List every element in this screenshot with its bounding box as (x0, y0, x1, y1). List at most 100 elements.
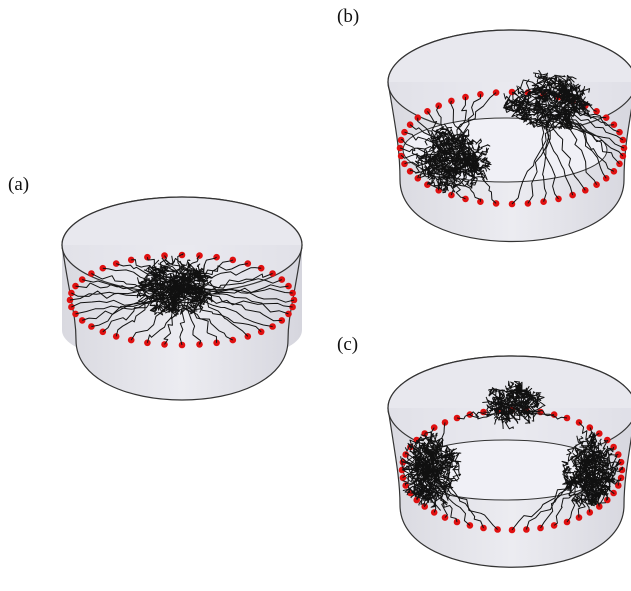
polymer-chain (434, 137, 457, 156)
polymer-chain (505, 78, 530, 113)
polymer-chain (432, 433, 447, 462)
polymer-chain (572, 433, 597, 468)
polymer-chain (187, 278, 214, 302)
polymer-chain (530, 401, 540, 409)
panel-c-label: (c) (337, 334, 358, 355)
anchor-dot (68, 289, 75, 297)
polymer-chain (138, 273, 149, 290)
polymer-chain (434, 158, 473, 174)
polymer-chain (558, 110, 571, 130)
anchor-dot (127, 256, 135, 264)
polymer-chain (529, 83, 547, 95)
polymer-chain (532, 391, 546, 407)
polymer-chain (180, 284, 289, 298)
polymer-chain (411, 472, 459, 482)
polymer-chain (517, 87, 527, 112)
polymer-chain (154, 282, 183, 301)
cylinder-a (61, 196, 303, 401)
anchor-dot (127, 336, 135, 344)
polymer-chain (447, 129, 477, 185)
polymer-chain (489, 406, 502, 415)
polymer-chain (412, 444, 432, 481)
polymer-chain (561, 460, 572, 476)
polymer-chain (513, 397, 531, 424)
polymer-chain (431, 126, 453, 157)
polymer-chain (415, 489, 442, 501)
polymer-chain (543, 85, 589, 115)
polymer-chain (599, 462, 618, 473)
polymer-chain (459, 146, 484, 176)
anchor-dot (462, 93, 469, 101)
polymer-chain (145, 259, 172, 271)
polymer-chain (504, 385, 529, 415)
polymer-clusters-b (399, 69, 625, 205)
panel-c: (c) (337, 334, 631, 568)
polymer-chain (412, 454, 434, 468)
anchor-dot (72, 310, 79, 318)
panel-b: (b) (337, 6, 631, 243)
anchor-dot (196, 341, 203, 348)
panel-b-label: (b) (337, 6, 359, 27)
polymer-chain (149, 264, 205, 307)
polymer-chain (420, 129, 438, 170)
polymer-chain (470, 174, 478, 189)
anchor-dot (68, 303, 75, 311)
polymer-chain (438, 175, 451, 193)
polymer-chain (493, 396, 523, 407)
polymer-chain (432, 163, 462, 176)
polymer-chain (539, 85, 566, 123)
polymer-chain (179, 272, 197, 299)
polymer-chain (441, 449, 451, 501)
anchor-dot (88, 323, 95, 330)
polymer-chain (420, 467, 445, 476)
polymer-chain (506, 94, 528, 121)
panel-a: (a) (8, 174, 303, 401)
polymer-chain (561, 85, 578, 111)
polymer-chain (587, 495, 601, 507)
polymer-chain (444, 452, 458, 468)
polymer-chain (419, 126, 444, 177)
polymer-chain (598, 457, 613, 492)
anchor-dot (289, 303, 296, 311)
polymer-chain (169, 272, 179, 315)
polymer-chain (428, 465, 442, 486)
polymer-chain (603, 458, 621, 501)
polymer-chain (414, 455, 428, 500)
polymer-chain (171, 261, 190, 311)
polymer-chain (586, 434, 607, 466)
polymer-chain (488, 388, 536, 402)
polymer-chain (177, 286, 208, 298)
polymer-chain (417, 467, 436, 490)
polymer-chain (456, 409, 503, 420)
polymer-chain (575, 447, 602, 482)
anchor-dot (112, 333, 120, 340)
polymer-chain (563, 102, 584, 114)
polymer-chain (514, 90, 568, 111)
polymer-clusters-c (400, 380, 623, 531)
polymer-chain (539, 100, 591, 121)
polymer-chain (149, 302, 165, 311)
polymer-chain (480, 156, 491, 167)
polymer-chain (575, 435, 598, 488)
polymer-chain (508, 380, 523, 393)
polymer-chain (517, 387, 533, 401)
polymer-chain (171, 255, 213, 279)
polymer-cluster-a (69, 253, 295, 346)
polymer-chain (526, 91, 574, 126)
anchor-dot (269, 323, 276, 330)
polymer-chain (420, 154, 441, 187)
polymer-chain (596, 455, 606, 477)
polymer-chain (438, 483, 452, 493)
polymer-chain (428, 431, 448, 471)
polymer-chain (102, 287, 173, 333)
polymer-chain (404, 436, 428, 452)
polymer-chain (170, 259, 191, 292)
polymer-chain (427, 145, 458, 164)
polymer-chain (562, 474, 573, 491)
polymer-chain (466, 138, 482, 166)
polymer-chain (430, 164, 456, 178)
anchor-dot (229, 336, 237, 344)
polymer-chain (516, 97, 525, 108)
polymer-chain (431, 131, 453, 166)
